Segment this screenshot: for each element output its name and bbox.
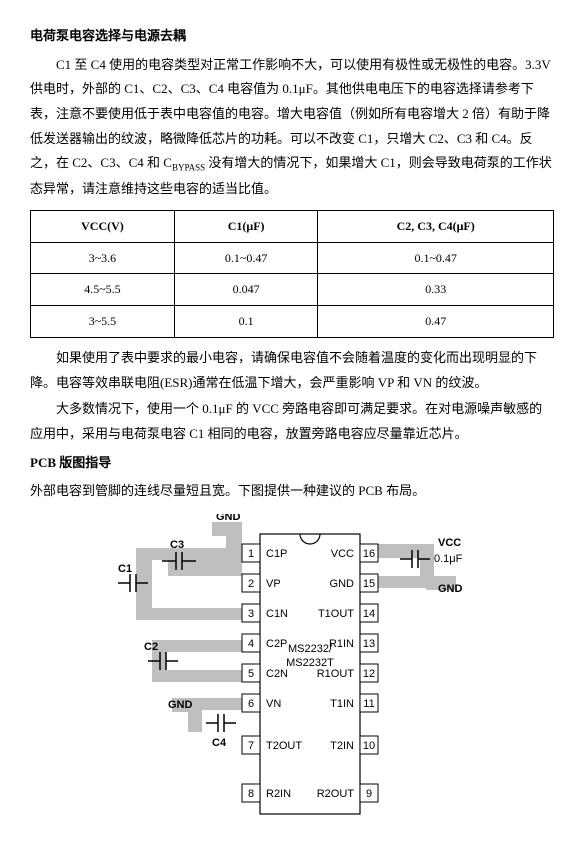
s1-p3: 大多数情况下，使用一个 0.1μF 的 VCC 旁路电容即可满足要求。在对电源噪… [30, 397, 554, 446]
svg-text:8: 8 [248, 788, 254, 800]
cell: 0.047 [174, 274, 317, 306]
svg-text:T2OUT: T2OUT [266, 740, 302, 752]
svg-text:T1IN: T1IN [330, 698, 354, 710]
svg-text:R2OUT: R2OUT [317, 788, 355, 800]
svg-text:0.1μF: 0.1μF [434, 553, 463, 565]
svg-text:C1: C1 [118, 563, 132, 575]
s1-p1a: C1 至 C4 使用的电容类型对正常工作影响不大，可以使用有极性或无极性的电容。… [30, 57, 551, 171]
svg-text:6: 6 [248, 698, 254, 710]
cell: 0.33 [318, 274, 554, 306]
svg-text:R2IN: R2IN [266, 788, 291, 800]
svg-text:MS2232/: MS2232/ [288, 643, 333, 655]
svg-text:9: 9 [366, 788, 372, 800]
cell: 0.1 [174, 306, 317, 338]
svg-text:16: 16 [363, 548, 375, 560]
svg-text:C1P: C1P [266, 548, 287, 560]
bypass-sub: BYPASS [172, 163, 205, 173]
svg-text:14: 14 [363, 608, 375, 620]
cell: 0.1~0.47 [318, 242, 554, 274]
table-row: 3~5.5 0.1 0.47 [31, 306, 554, 338]
svg-text:C2: C2 [144, 641, 158, 653]
svg-text:5: 5 [248, 668, 254, 680]
svg-text:MS2232T: MS2232T [286, 657, 334, 669]
cell: 0.1~0.47 [174, 242, 317, 274]
table-row: 4.5~5.5 0.047 0.33 [31, 274, 554, 306]
svg-text:C1N: C1N [266, 608, 288, 620]
pcb-diagram: 1 2 3 4 5 6 7 8 16 15 14 13 12 11 10 9 C… [30, 514, 554, 834]
cell: 0.47 [318, 306, 554, 338]
svg-text:VN: VN [266, 698, 281, 710]
svg-text:2: 2 [248, 578, 254, 590]
svg-text:VCC: VCC [438, 537, 461, 549]
svg-text:GND: GND [438, 583, 463, 595]
svg-text:GND: GND [216, 514, 241, 523]
th-vcc: VCC(V) [31, 210, 175, 242]
svg-text:C2N: C2N [266, 668, 288, 680]
svg-text:3: 3 [248, 608, 254, 620]
svg-text:VCC: VCC [331, 548, 354, 560]
s1-title: 电荷泵电容选择与电源去耦 [30, 24, 554, 49]
svg-text:11: 11 [363, 698, 374, 710]
svg-text:R1IN: R1IN [329, 638, 354, 650]
s2-title: PCB 版图指导 [30, 451, 554, 476]
th-c1: C1(μF) [174, 210, 317, 242]
svg-text:R1OUT: R1OUT [317, 668, 355, 680]
svg-text:C2P: C2P [266, 638, 287, 650]
svg-text:15: 15 [363, 578, 375, 590]
svg-text:12: 12 [363, 668, 375, 680]
svg-text:7: 7 [248, 740, 254, 752]
svg-text:C3: C3 [170, 539, 184, 551]
svg-text:T2IN: T2IN [330, 740, 354, 752]
svg-text:T1OUT: T1OUT [318, 608, 354, 620]
table-header-row: VCC(V) C1(μF) C2, C3, C4(μF) [31, 210, 554, 242]
svg-text:1: 1 [248, 548, 254, 560]
svg-text:10: 10 [363, 740, 375, 752]
th-c234: C2, C3, C4(μF) [318, 210, 554, 242]
cell: 3~5.5 [31, 306, 175, 338]
s2-p1: 外部电容到管脚的连线尽量短且宽。下图提供一种建议的 PCB 布局。 [30, 479, 554, 504]
svg-text:4: 4 [248, 638, 254, 650]
s1-p1: C1 至 C4 使用的电容类型对正常工作影响不大，可以使用有极性或无极性的电容。… [30, 53, 554, 202]
svg-text:13: 13 [363, 638, 375, 650]
cap-table: VCC(V) C1(μF) C2, C3, C4(μF) 3~3.6 0.1~0… [30, 210, 554, 338]
svg-text:C4: C4 [212, 737, 227, 749]
table-row: 3~3.6 0.1~0.47 0.1~0.47 [31, 242, 554, 274]
svg-text:VP: VP [266, 578, 281, 590]
cell: 4.5~5.5 [31, 274, 175, 306]
svg-text:GND: GND [168, 699, 193, 711]
cell: 3~3.6 [31, 242, 175, 274]
s1-p2: 如果使用了表中要求的最小电容，请确保电容值不会随着温度的变化而出现明显的下降。电… [30, 346, 554, 395]
svg-text:GND: GND [330, 578, 355, 590]
